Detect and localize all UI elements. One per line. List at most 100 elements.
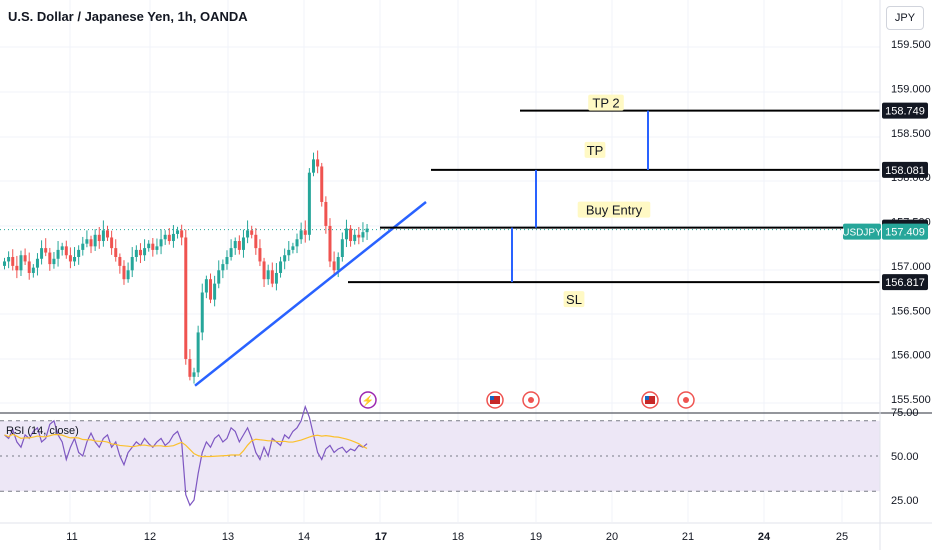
candle [7,257,11,262]
candle [155,246,159,250]
event-flash-glyph: ⚡ [362,394,374,407]
event-us-flag-canton [490,396,494,400]
y-tick-label: 158.500 [891,128,931,140]
candle [85,239,89,244]
candle [307,172,311,235]
candle [225,257,229,265]
candle [200,292,204,333]
candle [44,248,48,253]
price-label-bg [882,161,928,178]
candle [97,234,101,242]
rsi-y-tick-label: 25.00 [891,495,919,507]
candle [209,279,212,300]
candle [101,230,105,242]
candle [303,230,307,235]
event-us-flag [645,396,655,404]
event-markers: ⚡ [359,391,695,409]
event-red-dot [528,397,534,403]
candle [15,265,19,271]
y-tick-label: 156.500 [891,305,931,317]
candle [287,249,291,256]
candle [143,248,147,256]
y-tick-label: 156.000 [891,350,931,362]
x-tick-label: 12 [144,531,156,543]
candle [48,252,52,265]
x-tick-label: 14 [298,531,310,543]
x-tick-label: 17 [375,531,387,543]
candle [188,359,192,377]
candle [167,234,171,242]
candle [316,159,320,167]
event-red-dot [683,397,689,403]
candle [89,239,93,247]
chart-title: U.S. Dollar / Japanese Yen, 1h, OANDA [8,9,248,24]
x-tick-label: 19 [530,531,542,543]
candle [344,228,348,240]
candle [73,257,77,262]
candle [130,257,134,271]
candle [40,248,44,259]
candle [147,243,151,249]
x-tick-label: 18 [452,531,464,543]
candle [299,230,303,240]
candle [291,246,295,250]
candle [77,249,81,257]
last-price-label: 157.409 [885,227,925,239]
candle [110,237,114,249]
candle [3,261,6,266]
candle [68,255,72,262]
annotation-label: SL [566,292,582,307]
candle [180,230,184,238]
candle [52,258,56,265]
candle [312,159,315,173]
candle [11,257,15,266]
annotation-bg [588,94,624,111]
candle [60,246,64,250]
symbol-badge-bg [843,223,881,240]
rsi-y-tick-label: 50.00 [891,451,919,463]
candle [217,270,221,284]
candle [114,248,118,257]
candle [295,239,299,247]
candle [320,166,324,202]
candle [93,234,97,247]
price-label: 156.817 [885,277,925,289]
price-label: 158.749 [885,106,925,118]
event-us-flag-canton [645,396,649,400]
candle [233,241,237,249]
candle [81,243,85,250]
candle [118,257,122,266]
candle [134,249,138,257]
x-tick-label: 20 [606,531,618,543]
event-flash-icon [359,391,377,409]
candle [138,249,142,256]
candle [64,246,68,256]
price-label: 158.081 [885,165,925,177]
candle [361,232,365,238]
candle [262,261,266,280]
annotation-label: TP [587,143,604,158]
candle [270,270,274,284]
annotation-label: Buy Entry [586,203,643,218]
price-label-bg [882,274,928,291]
candle [246,230,250,238]
candle [324,201,328,226]
annotation-bg [584,141,606,158]
candles [0,150,880,384]
candle [35,258,39,268]
y-tick-label: 159.500 [891,39,931,51]
candle [176,230,180,234]
currency-button[interactable]: JPY [886,6,924,30]
candle [266,270,270,280]
x-tick-label: 21 [682,531,694,543]
candle [196,332,200,373]
candle [241,237,245,250]
x-tick-label: 13 [222,531,234,543]
candle [159,239,163,247]
rsi-pane [0,404,880,507]
candle [357,234,361,238]
x-tick-label: 11 [66,531,77,543]
annotation-bg [577,201,651,218]
annotation-bg [563,291,585,308]
